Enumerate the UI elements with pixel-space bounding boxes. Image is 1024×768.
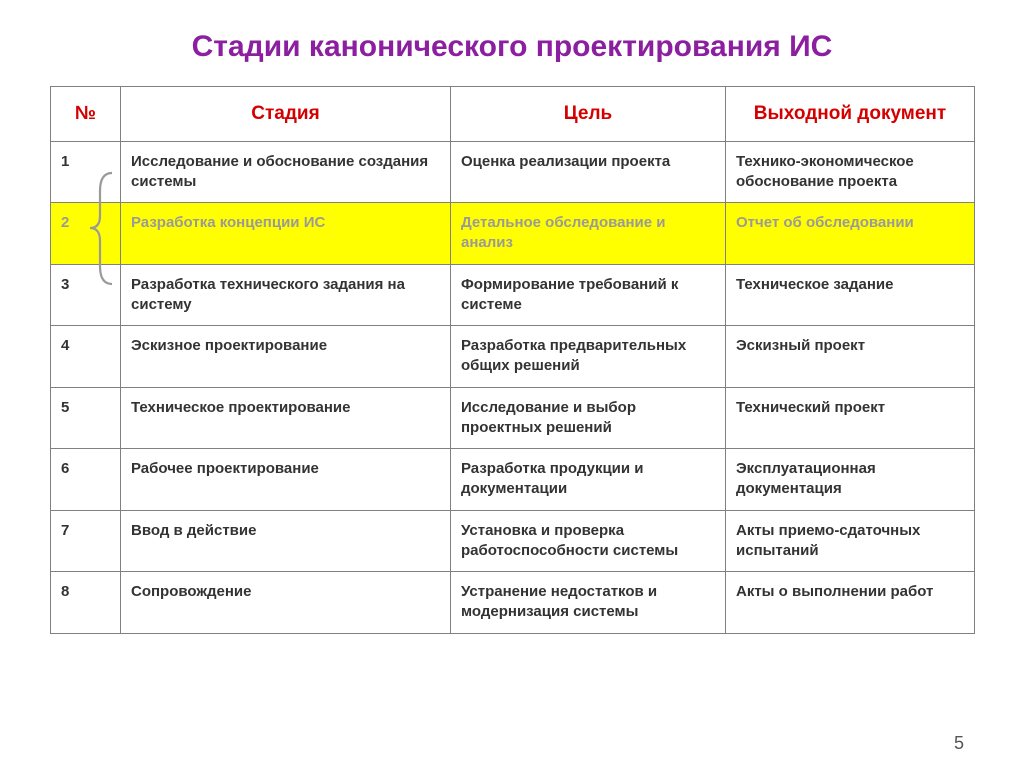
cell-stage: Техническое проектирование (121, 387, 451, 449)
table-body: 1Исследование и обоснование создания сис… (51, 141, 975, 633)
cell-goal: Детальное обследование и анализ (451, 203, 726, 265)
brace-path (90, 173, 112, 284)
cell-stage: Сопровождение (121, 572, 451, 634)
slide: Стадии канонического проектирования ИС №… (0, 0, 1024, 654)
table-row: 7Ввод в действиеУстановка и проверка раб… (51, 510, 975, 572)
col-header-doc: Выходной документ (726, 87, 975, 142)
cell-num: 8 (51, 572, 121, 634)
table-row: 1Исследование и обоснование создания сис… (51, 141, 975, 203)
cell-num: 4 (51, 326, 121, 388)
table-row: 5Техническое проектированиеИсследование … (51, 387, 975, 449)
cell-num: 5 (51, 387, 121, 449)
cell-doc: Эксплуатационная документация (726, 449, 975, 511)
cell-num: 6 (51, 449, 121, 511)
cell-stage: Исследование и обоснование создания сист… (121, 141, 451, 203)
cell-doc: Акты приемо-сдаточных испытаний (726, 510, 975, 572)
cell-doc: Техническое задание (726, 264, 975, 326)
cell-stage: Рабочее проектирование (121, 449, 451, 511)
page-title: Стадии канонического проектирования ИС (50, 30, 974, 64)
cell-goal: Формирование требований к системе (451, 264, 726, 326)
table-row: 6Рабочее проектированиеРазработка продук… (51, 449, 975, 511)
table-row: 2Разработка концепции ИСДетальное обслед… (51, 203, 975, 265)
table-row: 3Разработка технического задания на сист… (51, 264, 975, 326)
cell-goal: Оценка реализации проекта (451, 141, 726, 203)
table-header-row: № Стадия Цель Выходной документ (51, 87, 975, 142)
cell-stage: Эскизное проектирование (121, 326, 451, 388)
cell-stage: Ввод в действие (121, 510, 451, 572)
col-header-goal: Цель (451, 87, 726, 142)
table-container: № Стадия Цель Выходной документ 1Исследо… (50, 86, 974, 634)
cell-doc: Отчет об обследовании (726, 203, 975, 265)
stages-table: № Стадия Цель Выходной документ 1Исследо… (50, 86, 975, 634)
cell-stage: Разработка технического задания на систе… (121, 264, 451, 326)
cell-num: 7 (51, 510, 121, 572)
cell-doc: Эскизный проект (726, 326, 975, 388)
page-number: 5 (954, 733, 964, 754)
brace-icon (88, 171, 118, 286)
cell-doc: Технико-экономическое обоснование проект… (726, 141, 975, 203)
cell-goal: Установка и проверка работоспособности с… (451, 510, 726, 572)
table-row: 8СопровождениеУстранение недостатков и м… (51, 572, 975, 634)
cell-goal: Устранение недостатков и модернизация си… (451, 572, 726, 634)
cell-doc: Акты о выполнении работ (726, 572, 975, 634)
cell-doc: Технический проект (726, 387, 975, 449)
cell-goal: Разработка продукции и документации (451, 449, 726, 511)
col-header-num: № (51, 87, 121, 142)
cell-goal: Разработка предварительных общих решений (451, 326, 726, 388)
cell-goal: Исследование и выбор проектных решений (451, 387, 726, 449)
col-header-stage: Стадия (121, 87, 451, 142)
table-row: 4Эскизное проектированиеРазработка предв… (51, 326, 975, 388)
cell-stage: Разработка концепции ИС (121, 203, 451, 265)
